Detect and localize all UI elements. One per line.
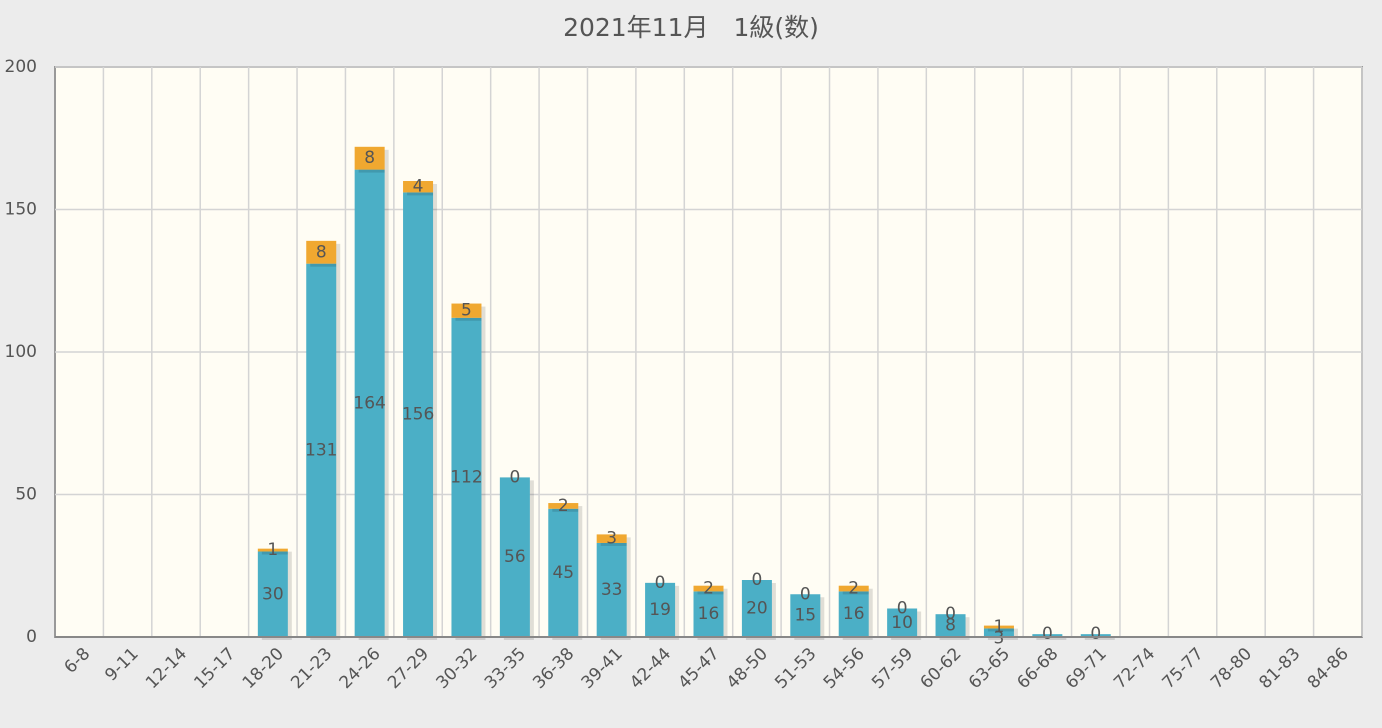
- data-label: 2: [703, 579, 714, 599]
- bar-segment: [790, 594, 821, 637]
- bar-shadow: [987, 628, 1018, 632]
- y-tick-label: 50: [15, 485, 37, 505]
- bar-shadow: [1036, 637, 1067, 640]
- bar-shadow: [842, 588, 873, 595]
- data-label: 2: [848, 579, 859, 599]
- data-label: 0: [1042, 624, 1053, 644]
- bar-segment: [983, 628, 1014, 637]
- bar-segment: [403, 181, 434, 193]
- data-label: 3: [606, 529, 617, 549]
- data-label: 8: [945, 616, 956, 636]
- bar-segment: [983, 625, 1014, 629]
- data-label: 112: [450, 467, 482, 487]
- data-label: 45: [552, 563, 574, 583]
- bar-segment: [1080, 634, 1111, 637]
- bar-segment: [257, 551, 288, 637]
- bar-segment: [693, 585, 724, 592]
- data-label: 19: [649, 600, 671, 620]
- y-tick-label: 0: [26, 627, 37, 647]
- bar-segment: [257, 548, 288, 552]
- bar-segment: [1032, 634, 1063, 637]
- data-label: 8: [316, 242, 327, 262]
- bar-segment: [354, 146, 385, 170]
- bar-shadow: [261, 551, 292, 555]
- bar-segment: [838, 585, 869, 592]
- data-label: 156: [402, 405, 434, 425]
- data-label: 0: [509, 467, 520, 487]
- data-label: 164: [353, 393, 385, 413]
- data-label: 16: [698, 604, 720, 624]
- data-label: 15: [794, 606, 816, 626]
- bar-shadow: [1084, 637, 1115, 640]
- bar-segment: [306, 240, 337, 264]
- bar-segment: [838, 591, 869, 637]
- data-label: 20: [746, 599, 768, 619]
- data-label: 0: [897, 599, 908, 619]
- bar-segment: [306, 263, 337, 637]
- data-label: 0: [1090, 624, 1101, 644]
- data-label: 33: [601, 580, 623, 600]
- bar-segment: [499, 477, 530, 637]
- data-label: 30: [262, 584, 284, 604]
- data-label: 5: [461, 301, 472, 321]
- y-tick-label: 150: [5, 200, 37, 220]
- bar-segment: [354, 169, 385, 637]
- data-label: 1: [267, 540, 278, 560]
- data-label: 0: [751, 570, 762, 590]
- bar-segment: [596, 542, 627, 637]
- data-label: 0: [800, 584, 811, 604]
- data-label: 1: [994, 617, 1005, 637]
- data-label: 2: [558, 496, 569, 516]
- bar-segment: [887, 608, 918, 637]
- data-label: 4: [413, 177, 424, 197]
- y-tick-label: 200: [5, 57, 37, 77]
- data-label: 56: [504, 547, 526, 567]
- bar-segment: [451, 317, 482, 637]
- bar-segment: [935, 614, 966, 637]
- data-label: 131: [305, 440, 337, 460]
- data-label: 0: [945, 604, 956, 624]
- bar-segment: [741, 580, 772, 637]
- data-label: 10: [891, 613, 913, 633]
- bar-segment: [451, 303, 482, 318]
- data-label: 3: [994, 629, 1005, 649]
- bar-segment: [403, 192, 434, 637]
- chart-title: 2021年11月 1級(数): [563, 13, 819, 42]
- bar-segment: [548, 503, 579, 509]
- y-tick-label: 100: [5, 342, 37, 362]
- bar-shadow: [552, 506, 583, 512]
- bar-shadow: [697, 588, 728, 595]
- bar-segment: [548, 508, 579, 637]
- data-label: 16: [843, 604, 865, 624]
- bar-segment: [693, 591, 724, 637]
- bar-segment: [645, 582, 676, 637]
- bar-segment: [596, 534, 627, 543]
- data-label: 8: [364, 148, 375, 168]
- data-label: 0: [655, 573, 666, 593]
